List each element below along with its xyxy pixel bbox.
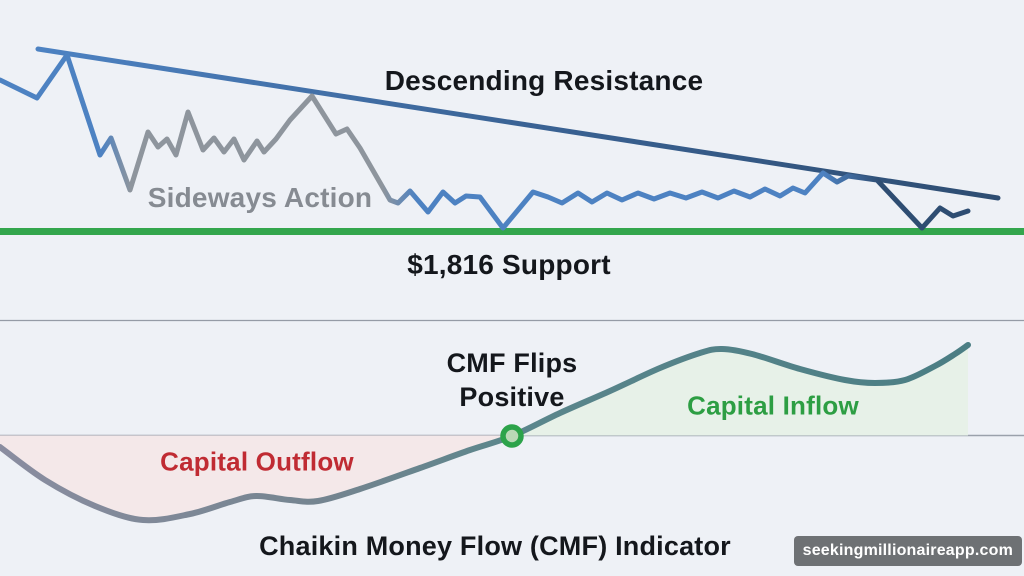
capital-outflow-label: Capital Outflow xyxy=(160,446,354,477)
watermark-badge: seekingmillionaireapp.com xyxy=(793,536,1022,566)
cmf-flips-positive-label: CMF Flips Positive xyxy=(447,346,578,414)
support-price-label: $1,816 Support xyxy=(407,249,611,281)
cmf-indicator-title: Chaikin Money Flow (CMF) Indicator xyxy=(259,530,731,561)
cmf-flips-line2: Positive xyxy=(459,382,565,412)
capital-inflow-area xyxy=(512,345,968,436)
price-line xyxy=(0,52,971,231)
capital-outflow-area xyxy=(0,435,512,521)
capital-inflow-label: Capital Inflow xyxy=(687,390,859,421)
resistance-trendline xyxy=(35,46,1001,201)
zero-cross-dot xyxy=(500,424,524,448)
descending-resistance-label: Descending Resistance xyxy=(384,65,704,97)
cmf-line xyxy=(0,342,971,524)
sideways-action-label: Sideways Action xyxy=(147,182,373,214)
cmf-flips-line1: CMF Flips xyxy=(446,348,578,378)
